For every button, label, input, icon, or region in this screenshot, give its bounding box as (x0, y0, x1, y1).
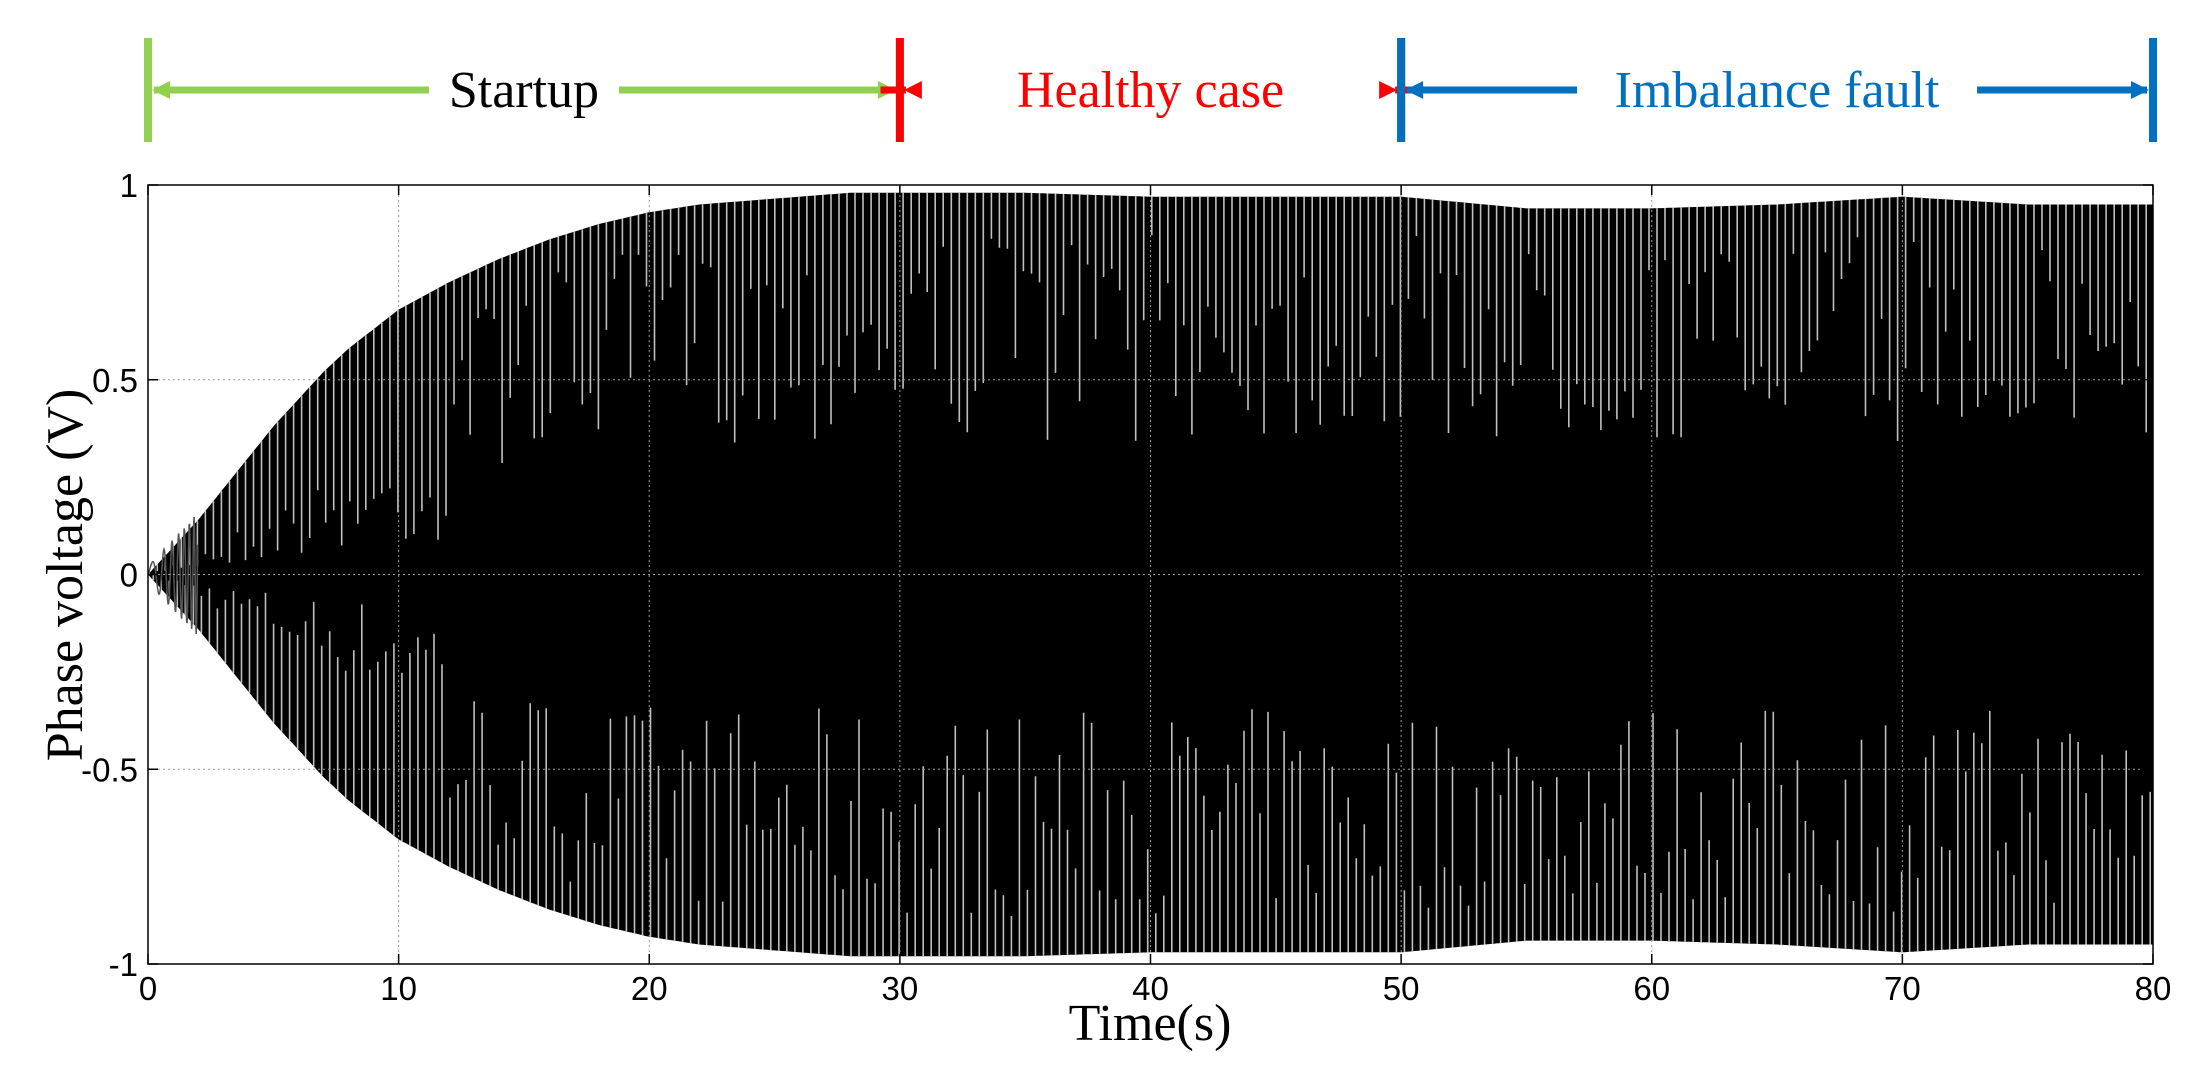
phase-arrowhead-left (903, 81, 922, 99)
x-tick-label: 0 (139, 970, 157, 1007)
x-tick-label: 30 (882, 970, 919, 1007)
x-tick-label: 60 (1633, 970, 1670, 1007)
phase-arrowhead-left (1405, 81, 1424, 99)
axis-ticks: 0 10 20 30 40 50 60 70 80 1 0.5 0 -0.5 -1 (81, 167, 2171, 1007)
phase-arrowhead-right (2131, 81, 2149, 99)
x-tick-label: 40 (1132, 970, 1169, 1007)
y-tick-label: -1 (109, 946, 138, 983)
phase-label: Startup (449, 62, 599, 119)
x-tick-label: 70 (1884, 970, 1921, 1007)
y-tick-label: 0 (120, 557, 138, 594)
x-tick-label: 10 (380, 970, 417, 1007)
phase-label: Imbalance fault (1615, 62, 1940, 119)
voltage-startup-trace (147, 516, 199, 635)
y-tick-label: 1 (120, 167, 138, 204)
y-tick-label: 0.5 (92, 362, 138, 399)
y-axis-title: Phase voltage (V) (37, 389, 94, 762)
phase-arrowhead-right (1379, 81, 1398, 99)
voltage-oscillation-gaps (148, 192, 2151, 957)
x-axis-title: Time(s) (1069, 995, 1232, 1052)
x-tick-label: 20 (631, 970, 668, 1007)
phase-label: Healthy case (1017, 62, 1284, 119)
phase-arrowhead-left (152, 81, 170, 99)
y-tick-label: -0.5 (81, 751, 138, 788)
x-tick-label: 50 (1383, 970, 1420, 1007)
grid-lines (148, 185, 2153, 964)
phase-annotations: Startup Healthy case Imbalance fault (144, 38, 2157, 142)
x-tick-label: 80 (2135, 970, 2172, 1007)
